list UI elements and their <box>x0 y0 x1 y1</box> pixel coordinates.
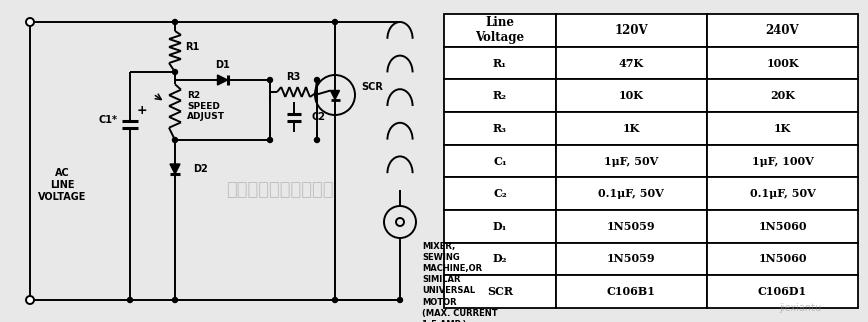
Bar <box>556 210 707 243</box>
Bar <box>444 47 556 79</box>
Bar <box>556 112 707 145</box>
Bar <box>444 210 556 243</box>
Polygon shape <box>170 164 180 174</box>
Circle shape <box>398 298 403 302</box>
Text: AC
LINE
VOLTAGE: AC LINE VOLTAGE <box>38 167 86 203</box>
Text: C₁: C₁ <box>493 156 507 166</box>
Bar <box>707 14 858 47</box>
Bar <box>556 47 707 79</box>
Text: 47K: 47K <box>619 58 644 69</box>
Bar <box>556 14 707 47</box>
Bar <box>444 112 556 145</box>
Circle shape <box>332 298 338 302</box>
Text: 100K: 100K <box>766 58 799 69</box>
Text: Line
Voltage: Line Voltage <box>476 16 524 44</box>
Circle shape <box>26 296 34 304</box>
Text: D2: D2 <box>193 164 207 174</box>
Circle shape <box>173 298 177 302</box>
Circle shape <box>332 20 338 24</box>
Text: D1: D1 <box>215 60 230 70</box>
Bar <box>707 47 858 79</box>
Circle shape <box>26 18 34 26</box>
Bar <box>707 243 858 275</box>
Circle shape <box>173 20 177 24</box>
Bar <box>444 243 556 275</box>
Bar <box>556 243 707 275</box>
Text: R3: R3 <box>286 72 300 82</box>
Text: jiexiantu: jiexiantu <box>779 303 821 313</box>
Text: R1: R1 <box>185 42 200 52</box>
Bar <box>556 275 707 308</box>
Circle shape <box>173 70 177 74</box>
Text: D₂: D₂ <box>493 253 507 264</box>
Circle shape <box>314 78 319 82</box>
Bar <box>444 275 556 308</box>
Text: SCR: SCR <box>361 82 383 92</box>
Circle shape <box>128 298 133 302</box>
Bar <box>444 79 556 112</box>
Text: 1μF, 100V: 1μF, 100V <box>752 156 813 166</box>
Text: R₃: R₃ <box>493 123 507 134</box>
Bar <box>556 177 707 210</box>
Text: C106B1: C106B1 <box>607 286 655 297</box>
Text: C2: C2 <box>312 112 326 122</box>
Polygon shape <box>331 90 339 99</box>
Text: +: + <box>136 103 148 117</box>
Text: 240V: 240V <box>766 24 799 37</box>
Text: 1μF, 50V: 1μF, 50V <box>604 156 659 166</box>
Text: 120V: 120V <box>615 24 648 37</box>
Text: 1K: 1K <box>622 123 640 134</box>
Bar <box>707 145 858 177</box>
Text: R₁: R₁ <box>493 58 507 69</box>
Bar <box>556 79 707 112</box>
Text: 0.1μF, 50V: 0.1μF, 50V <box>598 188 664 199</box>
Text: 1N5060: 1N5060 <box>758 253 806 264</box>
Text: 0.1μF, 50V: 0.1μF, 50V <box>750 188 815 199</box>
Circle shape <box>314 137 319 143</box>
Bar <box>707 177 858 210</box>
Text: D₁: D₁ <box>493 221 507 232</box>
Text: MIXER,
SEWING
MACHINE,OR
SIMILAR
UNIVERSAL
MOTOR
(MAX. CURRENT
1.5 AMP.): MIXER, SEWING MACHINE,OR SIMILAR UNIVERS… <box>422 242 497 322</box>
Circle shape <box>267 137 273 143</box>
Text: C1*: C1* <box>98 115 117 125</box>
Bar <box>707 112 858 145</box>
Text: 20K: 20K <box>770 90 795 101</box>
Bar <box>556 145 707 177</box>
Text: R₂: R₂ <box>493 90 507 101</box>
Text: 杭州将睫科技有限公司: 杭州将睫科技有限公司 <box>227 181 334 199</box>
Circle shape <box>173 137 177 143</box>
Polygon shape <box>218 75 227 85</box>
Bar <box>707 275 858 308</box>
Bar <box>707 79 858 112</box>
Text: 1N5060: 1N5060 <box>758 221 806 232</box>
Text: SCR: SCR <box>487 286 513 297</box>
Text: C106D1: C106D1 <box>758 286 807 297</box>
Text: 1N5059: 1N5059 <box>607 253 655 264</box>
Bar <box>707 210 858 243</box>
Bar <box>444 177 556 210</box>
Text: 10K: 10K <box>619 90 644 101</box>
Text: 1N5059: 1N5059 <box>607 221 655 232</box>
Bar <box>444 14 556 47</box>
Text: 1K: 1K <box>773 123 791 134</box>
Text: C₂: C₂ <box>493 188 507 199</box>
Text: R2
SPEED
ADJUST: R2 SPEED ADJUST <box>187 91 225 121</box>
Bar <box>444 145 556 177</box>
Circle shape <box>267 78 273 82</box>
